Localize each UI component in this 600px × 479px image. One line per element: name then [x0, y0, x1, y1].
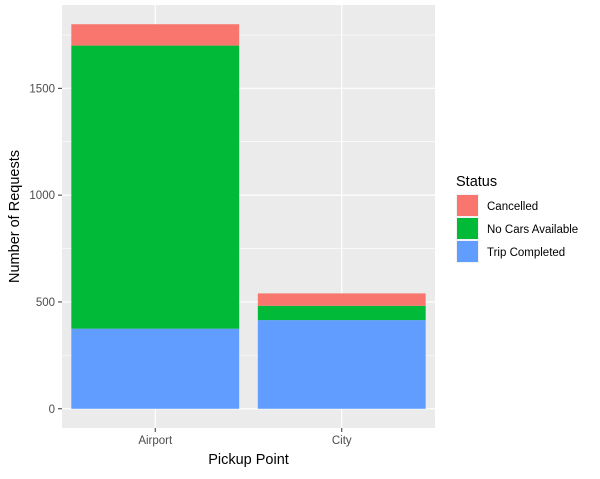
bar-segment-airport-cancelled [71, 24, 240, 46]
bar-segment-city-no-cars-available [257, 305, 426, 321]
bar-segment-city-trip-completed [257, 320, 426, 409]
x-tick-label: City [332, 435, 352, 447]
y-tick-label: 0 [49, 404, 55, 416]
x-axis-title: Pickup Point [208, 452, 289, 468]
legend-title: Status [456, 174, 497, 190]
bar-segment-airport-trip-completed [71, 328, 240, 409]
legend-swatch-cancelled [457, 195, 478, 216]
bars-group [71, 24, 426, 409]
legend-label: Cancelled [487, 201, 538, 213]
x-tick-label: Airport [138, 435, 173, 447]
y-tick-label: 500 [36, 297, 55, 309]
y-axis-title: Number of Requests [7, 150, 23, 283]
y-tick-label: 1500 [29, 83, 55, 95]
y-tick-label: 1000 [29, 190, 55, 202]
y-axis: 0 500 1000 1500 [29, 83, 62, 416]
legend-swatch-no-cars-available [457, 218, 478, 239]
legend-label: Trip Completed [487, 247, 565, 259]
bar-segment-city-cancelled [257, 293, 426, 306]
legend-label: No Cars Available [487, 224, 578, 236]
legend: Status Cancelled No Cars Available Trip Co… [456, 174, 578, 263]
legend-swatch-trip-completed [457, 241, 478, 262]
x-axis: Airport City [138, 428, 352, 447]
bar-segment-airport-no-cars-available [71, 45, 240, 329]
